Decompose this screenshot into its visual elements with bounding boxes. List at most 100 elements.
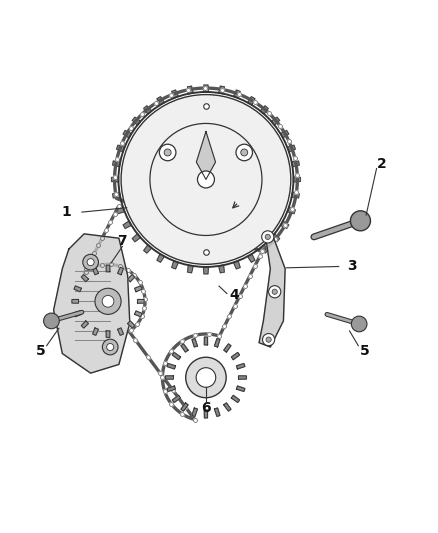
Polygon shape: [233, 261, 240, 269]
Text: 4: 4: [230, 288, 239, 302]
Polygon shape: [81, 321, 88, 328]
Circle shape: [196, 368, 216, 387]
Polygon shape: [167, 386, 176, 391]
Polygon shape: [292, 192, 299, 198]
Polygon shape: [293, 177, 300, 182]
Polygon shape: [106, 331, 110, 337]
Polygon shape: [127, 274, 135, 282]
Circle shape: [236, 144, 253, 161]
Polygon shape: [292, 161, 299, 167]
Polygon shape: [106, 265, 110, 272]
Polygon shape: [187, 86, 193, 94]
Polygon shape: [172, 395, 180, 402]
Polygon shape: [138, 300, 144, 303]
Polygon shape: [271, 117, 279, 125]
Polygon shape: [117, 328, 124, 335]
Polygon shape: [144, 245, 152, 253]
Polygon shape: [72, 300, 78, 303]
Polygon shape: [187, 265, 193, 273]
Polygon shape: [112, 177, 119, 182]
Polygon shape: [204, 267, 208, 274]
Polygon shape: [123, 131, 131, 138]
Circle shape: [351, 316, 367, 332]
Polygon shape: [237, 364, 245, 369]
Polygon shape: [132, 234, 141, 241]
Polygon shape: [127, 321, 135, 328]
Polygon shape: [215, 408, 220, 416]
Polygon shape: [192, 408, 198, 416]
Polygon shape: [92, 268, 99, 274]
Polygon shape: [74, 286, 81, 292]
Polygon shape: [247, 254, 255, 262]
Polygon shape: [215, 338, 220, 347]
Circle shape: [198, 171, 215, 188]
Polygon shape: [239, 376, 247, 379]
Polygon shape: [247, 96, 255, 105]
Text: 5: 5: [35, 344, 46, 358]
Circle shape: [102, 295, 114, 307]
Polygon shape: [181, 344, 188, 352]
Text: 3: 3: [347, 260, 357, 273]
Polygon shape: [219, 265, 224, 273]
Polygon shape: [123, 221, 131, 229]
Polygon shape: [117, 146, 125, 152]
Polygon shape: [287, 207, 295, 214]
Polygon shape: [204, 85, 208, 92]
Polygon shape: [74, 311, 81, 317]
Circle shape: [107, 343, 114, 351]
Text: 5: 5: [360, 344, 370, 358]
Polygon shape: [134, 311, 142, 317]
Polygon shape: [219, 86, 224, 94]
Polygon shape: [287, 146, 295, 152]
Polygon shape: [113, 161, 120, 167]
Polygon shape: [157, 254, 164, 262]
Polygon shape: [271, 234, 279, 241]
Circle shape: [266, 337, 271, 342]
Polygon shape: [117, 207, 125, 214]
Polygon shape: [237, 386, 245, 391]
Polygon shape: [204, 410, 208, 418]
Polygon shape: [172, 261, 178, 269]
Circle shape: [265, 235, 270, 239]
Circle shape: [241, 149, 248, 156]
Polygon shape: [204, 337, 208, 345]
Circle shape: [186, 357, 226, 398]
Polygon shape: [132, 117, 141, 125]
Circle shape: [268, 286, 281, 298]
Circle shape: [262, 334, 275, 346]
Polygon shape: [172, 90, 178, 98]
Circle shape: [95, 288, 121, 314]
Polygon shape: [144, 106, 152, 114]
Polygon shape: [172, 352, 180, 360]
Polygon shape: [157, 96, 164, 105]
Polygon shape: [53, 234, 130, 373]
Circle shape: [44, 313, 59, 329]
Polygon shape: [113, 192, 120, 198]
Circle shape: [83, 254, 99, 270]
Circle shape: [121, 94, 291, 264]
Polygon shape: [233, 90, 240, 98]
Circle shape: [272, 289, 277, 294]
Polygon shape: [166, 376, 173, 379]
Text: 7: 7: [117, 235, 127, 248]
Circle shape: [102, 339, 118, 355]
Text: 1: 1: [62, 205, 71, 219]
Polygon shape: [92, 328, 99, 335]
Text: 2: 2: [377, 157, 387, 171]
Polygon shape: [81, 274, 88, 282]
Polygon shape: [192, 338, 198, 347]
Polygon shape: [196, 132, 215, 180]
Polygon shape: [181, 403, 188, 411]
Polygon shape: [280, 221, 289, 229]
Polygon shape: [224, 403, 231, 411]
Circle shape: [87, 259, 94, 265]
Polygon shape: [167, 364, 176, 369]
Polygon shape: [231, 352, 240, 360]
Polygon shape: [280, 131, 289, 138]
Circle shape: [350, 211, 371, 231]
Text: 6: 6: [201, 401, 211, 415]
Polygon shape: [260, 106, 268, 114]
Circle shape: [164, 149, 171, 156]
Circle shape: [159, 144, 176, 161]
Polygon shape: [259, 225, 285, 347]
